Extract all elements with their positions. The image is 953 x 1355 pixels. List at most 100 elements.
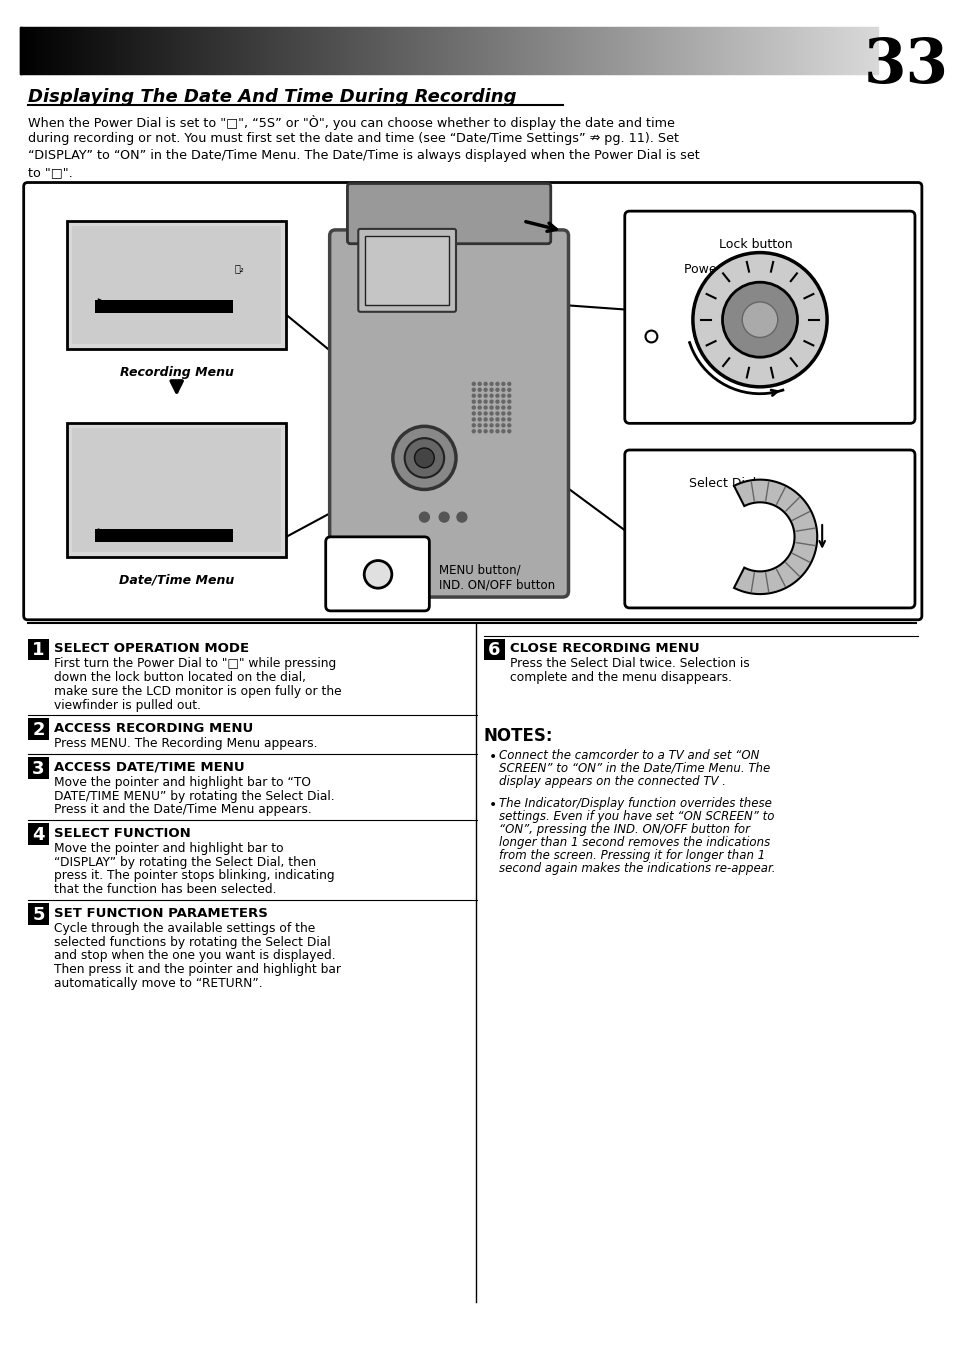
Bar <box>509 27 510 75</box>
Bar <box>189 27 190 75</box>
Bar <box>477 27 478 75</box>
Bar <box>555 27 557 75</box>
Bar <box>35 27 36 75</box>
Text: 6: 6 <box>488 641 500 660</box>
Bar <box>172 27 173 75</box>
Bar <box>690 27 691 75</box>
Bar <box>615 27 616 75</box>
Bar <box>147 27 148 75</box>
Bar <box>603 27 604 75</box>
Bar <box>857 27 858 75</box>
Bar <box>535 27 536 75</box>
Bar <box>528 27 529 75</box>
Bar <box>725 27 726 75</box>
Polygon shape <box>733 480 817 593</box>
Bar <box>676 27 677 75</box>
Bar <box>801 27 802 75</box>
Bar <box>62 27 63 75</box>
Bar <box>54 27 55 75</box>
Circle shape <box>490 394 493 397</box>
Bar <box>28 718 50 740</box>
Bar <box>807 27 808 75</box>
Bar <box>91 27 92 75</box>
Bar <box>624 27 625 75</box>
Bar <box>569 27 570 75</box>
Bar <box>229 27 230 75</box>
Bar <box>572 27 573 75</box>
Bar <box>296 27 297 75</box>
Circle shape <box>472 406 475 409</box>
Bar <box>553 27 554 75</box>
Bar <box>697 27 698 75</box>
Bar <box>234 27 235 75</box>
Bar <box>251 27 252 75</box>
Bar <box>520 27 521 75</box>
Circle shape <box>501 389 504 392</box>
Bar <box>214 27 215 75</box>
Bar <box>146 27 147 75</box>
Bar <box>856 27 857 75</box>
Bar <box>797 27 798 75</box>
Bar <box>169 27 170 75</box>
Bar <box>820 27 821 75</box>
Bar <box>652 27 653 75</box>
Bar <box>330 27 331 75</box>
Bar <box>311 27 312 75</box>
Bar <box>208 27 209 75</box>
Bar <box>712 27 713 75</box>
Circle shape <box>477 417 480 421</box>
Bar <box>693 27 694 75</box>
Circle shape <box>507 382 510 385</box>
Bar <box>700 27 701 75</box>
Bar <box>632 27 633 75</box>
Bar <box>852 27 853 75</box>
Bar <box>653 27 654 75</box>
Bar <box>364 27 365 75</box>
Bar <box>730 27 731 75</box>
Bar <box>455 27 456 75</box>
Bar <box>412 27 413 75</box>
Bar <box>763 27 764 75</box>
FancyBboxPatch shape <box>624 211 914 423</box>
Circle shape <box>483 400 487 402</box>
Bar <box>740 27 741 75</box>
Bar <box>320 27 321 75</box>
Bar <box>594 27 595 75</box>
Bar <box>507 27 508 75</box>
Bar <box>782 27 784 75</box>
Bar <box>662 27 663 75</box>
Text: SCREEN” to “ON” in the Date/Time Menu. The: SCREEN” to “ON” in the Date/Time Menu. T… <box>499 762 770 775</box>
Bar <box>680 27 681 75</box>
Bar <box>394 27 395 75</box>
Bar <box>26 27 27 75</box>
Bar <box>120 27 121 75</box>
Bar <box>139 27 140 75</box>
Bar <box>232 27 233 75</box>
FancyBboxPatch shape <box>624 450 914 608</box>
Bar <box>604 27 605 75</box>
Text: complete and the menu disappears.: complete and the menu disappears. <box>510 671 732 684</box>
Bar <box>88 27 89 75</box>
Bar <box>282 27 283 75</box>
Bar <box>395 27 396 75</box>
Circle shape <box>490 400 493 402</box>
Bar <box>495 27 496 75</box>
Circle shape <box>507 389 510 392</box>
Bar <box>106 27 107 75</box>
Bar <box>281 27 282 75</box>
Bar <box>843 27 844 75</box>
Text: that the function has been selected.: that the function has been selected. <box>54 883 276 896</box>
Bar <box>757 27 758 75</box>
Bar <box>650 27 651 75</box>
Text: Ⓣ₂: Ⓣ₂ <box>234 263 245 274</box>
Bar <box>718 27 719 75</box>
Bar <box>854 27 855 75</box>
Bar <box>180 27 181 75</box>
Bar <box>589 27 590 75</box>
Bar <box>326 27 327 75</box>
Bar <box>714 27 715 75</box>
Bar <box>877 27 878 75</box>
Bar <box>65 27 66 75</box>
Bar <box>621 27 622 75</box>
Bar <box>190 27 191 75</box>
